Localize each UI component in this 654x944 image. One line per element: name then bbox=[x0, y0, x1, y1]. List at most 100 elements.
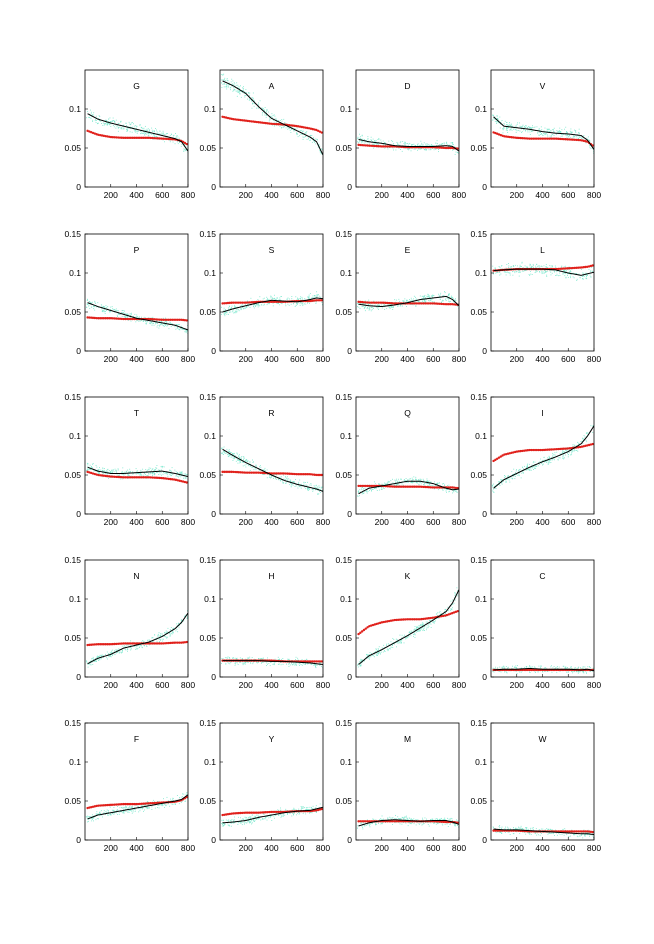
scatter-point bbox=[122, 310, 124, 312]
scatter-point bbox=[540, 131, 541, 133]
reference-point bbox=[156, 318, 160, 321]
scatter-point bbox=[113, 471, 115, 473]
scatter-point bbox=[267, 298, 268, 300]
scatter-point bbox=[130, 315, 132, 317]
scatter-point bbox=[498, 266, 500, 268]
scatter-point bbox=[121, 127, 123, 129]
scatter-point bbox=[313, 485, 315, 487]
scatter-point bbox=[234, 88, 236, 90]
scatter-point bbox=[426, 478, 428, 480]
scatter-point bbox=[535, 465, 537, 467]
scatter-point bbox=[408, 301, 410, 303]
scatter-point bbox=[235, 90, 237, 92]
scatter-point bbox=[422, 301, 424, 303]
scatter-point bbox=[147, 135, 149, 137]
scatter-point bbox=[276, 303, 278, 305]
reference-point bbox=[298, 125, 302, 128]
fit-line bbox=[87, 466, 188, 478]
scatter-point bbox=[372, 488, 373, 490]
plot-area bbox=[220, 446, 323, 495]
scatter-point bbox=[509, 129, 511, 131]
reference-point bbox=[246, 471, 250, 474]
scatter-point bbox=[365, 491, 367, 493]
scatter-point bbox=[257, 103, 259, 105]
scatter-point bbox=[571, 131, 573, 133]
scatter-point bbox=[137, 131, 139, 132]
scatter-point bbox=[178, 475, 180, 477]
scatter-point bbox=[103, 123, 105, 124]
scatter-point bbox=[543, 265, 545, 267]
scatter-point bbox=[448, 484, 450, 486]
scatter-point bbox=[269, 119, 271, 121]
reference-point bbox=[304, 126, 307, 129]
scatter-point bbox=[378, 309, 379, 310]
scatter-point bbox=[172, 135, 174, 137]
scatter-point bbox=[301, 296, 303, 298]
panel-title: G bbox=[133, 81, 140, 91]
reference-point bbox=[395, 302, 398, 305]
scatter-point bbox=[234, 83, 236, 85]
scatter-point bbox=[184, 330, 186, 332]
reference-point bbox=[106, 135, 109, 138]
scatter-point bbox=[356, 303, 358, 304]
scatter-point bbox=[130, 649, 132, 651]
scatter-point bbox=[403, 300, 404, 302]
scatter-point bbox=[529, 126, 531, 128]
scatter-point bbox=[155, 135, 157, 137]
scatter-point bbox=[396, 147, 398, 149]
scatter-point bbox=[505, 481, 507, 483]
scatter-point bbox=[425, 299, 427, 301]
scatter-point bbox=[378, 489, 380, 491]
scatter-point bbox=[433, 481, 435, 483]
scatter-point bbox=[541, 273, 543, 275]
scatter-point bbox=[146, 132, 148, 134]
scatter-point bbox=[106, 124, 108, 126]
scatter-point bbox=[223, 309, 225, 311]
scatter-point bbox=[573, 446, 575, 447]
scatter-point bbox=[520, 477, 522, 479]
scatter-point bbox=[185, 477, 186, 479]
scatter-point bbox=[173, 628, 174, 630]
reference-point bbox=[270, 472, 273, 475]
scatter-point bbox=[298, 486, 300, 487]
scatter-point bbox=[494, 487, 496, 489]
scatter-point bbox=[425, 143, 427, 145]
reference-point bbox=[508, 135, 511, 139]
scatter-point bbox=[373, 144, 375, 146]
scatter-point bbox=[368, 309, 370, 311]
scatter-point bbox=[504, 120, 506, 122]
scatter-point bbox=[167, 475, 169, 477]
scatter-point bbox=[134, 126, 136, 128]
scatter-point bbox=[559, 275, 561, 276]
scatter-point bbox=[592, 271, 593, 273]
scatter-point bbox=[105, 653, 106, 655]
reference-series bbox=[357, 484, 459, 490]
scatter-point bbox=[428, 300, 430, 302]
scatter-point bbox=[89, 662, 91, 664]
reference-point bbox=[97, 133, 100, 137]
scatter-point bbox=[449, 144, 451, 146]
y-tick-label: 0.05 bbox=[335, 143, 352, 153]
scatter-point bbox=[283, 126, 285, 128]
reference-point bbox=[93, 316, 96, 320]
scatter-point bbox=[260, 466, 262, 468]
scatter-point bbox=[258, 102, 259, 104]
scatter-point bbox=[507, 478, 509, 480]
scatter-point bbox=[128, 471, 130, 473]
scatter-point bbox=[505, 127, 507, 129]
scatter-point bbox=[259, 100, 261, 102]
scatter-point bbox=[450, 300, 451, 302]
scatter-point bbox=[138, 473, 140, 475]
scatter-point bbox=[167, 631, 169, 633]
scatter-point bbox=[169, 139, 171, 141]
scatter-point bbox=[252, 459, 253, 461]
scatter-point bbox=[362, 487, 364, 488]
reference-point bbox=[582, 445, 585, 448]
scatter-point bbox=[181, 328, 183, 330]
reference-point bbox=[126, 476, 129, 479]
scatter-point bbox=[128, 475, 130, 477]
scatter-point bbox=[159, 133, 161, 135]
scatter-point bbox=[433, 149, 435, 151]
